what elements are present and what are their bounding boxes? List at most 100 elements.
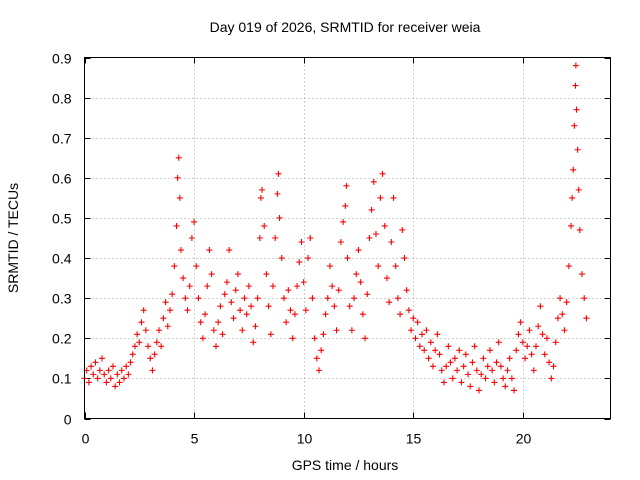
data-point [425, 355, 432, 362]
data-point [447, 359, 454, 366]
data-point [173, 222, 180, 229]
data-point [504, 367, 511, 374]
y-tick-label: 0.3 [52, 291, 72, 307]
data-point [465, 371, 472, 378]
data-point [184, 307, 191, 314]
data-point [267, 331, 274, 338]
data-point [164, 323, 171, 330]
data-point [379, 170, 386, 177]
data-point [432, 347, 439, 354]
data-point [388, 239, 395, 246]
data-point [287, 307, 294, 314]
data-point [583, 315, 590, 322]
data-point [390, 194, 397, 201]
data-point [550, 363, 557, 370]
data-point [195, 295, 202, 302]
data-point [572, 62, 579, 69]
data-point [359, 311, 366, 318]
data-point [515, 331, 522, 338]
data-point [364, 291, 371, 298]
data-point [335, 287, 342, 294]
data-point [182, 295, 189, 302]
data-point [219, 331, 226, 338]
data-point [156, 327, 163, 334]
data-point [414, 319, 421, 326]
data-point [526, 327, 533, 334]
data-point [232, 287, 239, 294]
data-point [535, 323, 542, 330]
data-point [162, 299, 169, 306]
data-point [476, 387, 482, 394]
data-point [575, 186, 582, 193]
data-point [351, 295, 358, 302]
data-point [434, 331, 441, 338]
data-point [99, 355, 106, 362]
data-point [410, 315, 417, 322]
data-point [559, 311, 566, 318]
data-point [291, 311, 298, 318]
data-point [221, 291, 228, 298]
data-point [554, 315, 561, 322]
data-point [342, 202, 349, 209]
data-point [322, 311, 329, 318]
data-point [421, 347, 428, 354]
data-point [278, 255, 285, 262]
data-point [259, 186, 266, 193]
y-tick-label: 0.4 [52, 251, 72, 267]
data-point [307, 235, 314, 241]
data-point [500, 375, 507, 382]
data-point [311, 335, 318, 342]
data-point [482, 375, 489, 382]
data-point [530, 367, 537, 374]
data-point [462, 351, 469, 358]
data-point [193, 263, 200, 270]
data-point [230, 315, 237, 322]
data-point [493, 359, 500, 366]
data-point [129, 351, 136, 358]
data-point [269, 283, 276, 290]
y-tick-label: 0.2 [52, 331, 72, 347]
data-point [294, 283, 301, 290]
data-point [206, 247, 213, 254]
data-point [112, 383, 119, 390]
data-point [548, 375, 555, 382]
data-point [131, 343, 138, 350]
data-point [257, 194, 264, 201]
data-point [467, 383, 474, 390]
data-point [120, 375, 127, 382]
data-point [289, 335, 296, 342]
data-point [372, 230, 379, 237]
data-point [436, 351, 443, 358]
data-point [568, 222, 575, 229]
data-point [245, 283, 252, 290]
data-point [276, 214, 283, 221]
data-point [176, 194, 183, 201]
data-point [309, 295, 316, 302]
data-point [180, 275, 187, 282]
data-point [546, 359, 553, 366]
data-point [484, 363, 491, 370]
x-axis-label: GPS time / hours [292, 457, 399, 473]
data-point [337, 239, 344, 246]
data-point [511, 387, 518, 394]
data-point [166, 307, 173, 314]
x-tick-label: 10 [297, 431, 313, 447]
data-point [171, 263, 178, 270]
data-point [210, 327, 217, 334]
data-point [313, 355, 320, 362]
data-point [213, 343, 219, 350]
data-point [574, 146, 581, 153]
data-point [348, 327, 355, 334]
data-point [248, 303, 255, 310]
data-point [127, 359, 134, 366]
data-point [478, 371, 485, 378]
data-point [118, 367, 125, 374]
data-point [215, 319, 222, 326]
data-point [142, 327, 149, 334]
data-point [188, 235, 195, 241]
data-point [480, 355, 487, 362]
data-point [134, 331, 141, 338]
data-point [243, 311, 250, 318]
data-point [333, 327, 340, 334]
chart-title: Day 019 of 2026, SRMTID for receiver wei… [210, 19, 481, 35]
